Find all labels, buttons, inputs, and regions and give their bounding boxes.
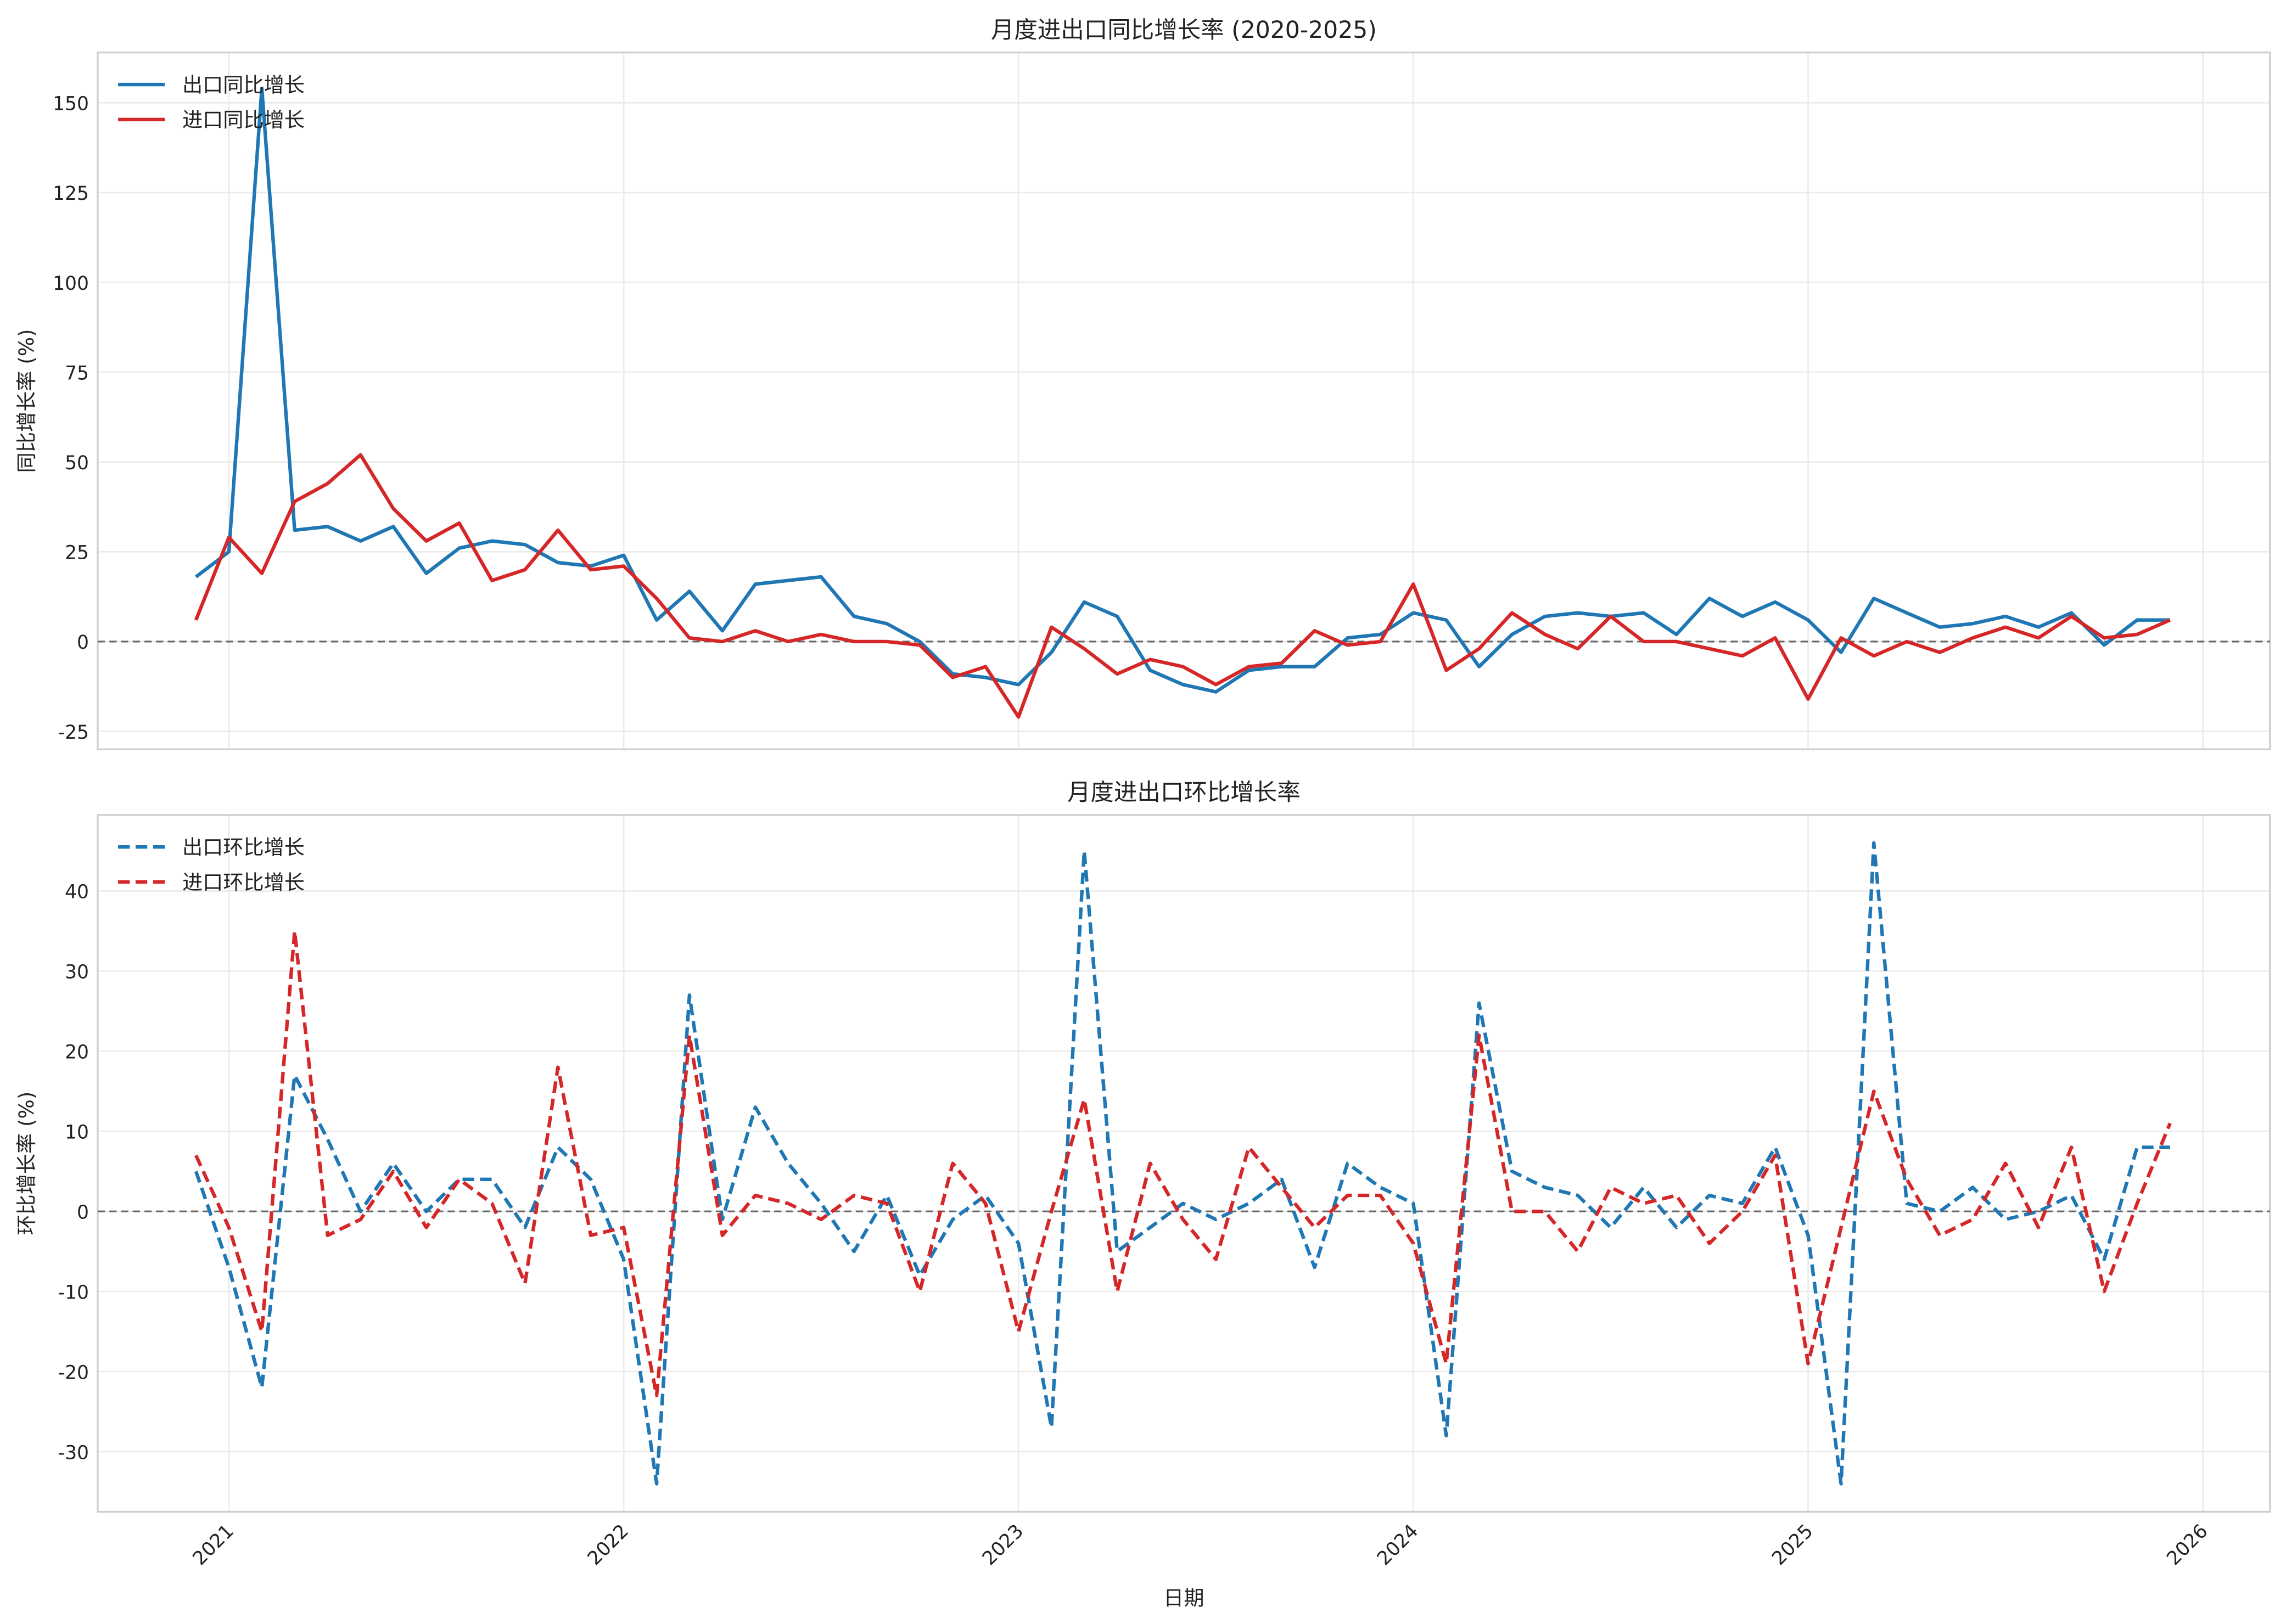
legend-label: 出口同比增长 — [182, 72, 305, 97]
x-tick-label: 2026 — [2162, 1520, 2212, 1570]
y-tick-label: -30 — [58, 1442, 89, 1464]
y-tick-label: -20 — [58, 1362, 89, 1384]
series-line-export — [194, 86, 2170, 694]
y-tick-label: 30 — [65, 962, 89, 984]
y-tick-label: 150 — [53, 93, 89, 115]
legend-label: 出口环比增长 — [182, 835, 305, 859]
y-tick-label: 25 — [65, 542, 89, 564]
x-tick-label: 2022 — [584, 1520, 633, 1570]
y-tick-label: 50 — [65, 452, 89, 474]
x-tick-label: 2025 — [1768, 1520, 1817, 1570]
y-tick-label: 20 — [65, 1042, 89, 1064]
y-tick-label: 0 — [77, 1201, 89, 1223]
y-tick-label: 75 — [65, 362, 89, 384]
y-axis-label: 同比增长率 (%) — [14, 329, 38, 473]
series-line-import — [194, 453, 2171, 719]
plot-frame — [97, 814, 2271, 1513]
chart-title: 月度进出口同比增长率 (2020-2025) — [991, 17, 1377, 44]
legend-label: 进口同比增长 — [182, 108, 305, 132]
chart-title: 月度进出口环比增长率 — [1067, 779, 1301, 806]
x-tick-label: 2024 — [1373, 1520, 1422, 1570]
x-axis-label: 日期 — [1163, 1586, 1204, 1610]
x-tick-label: 2023 — [978, 1520, 1028, 1570]
plot-frame — [97, 52, 2271, 750]
y-tick-label: -10 — [58, 1282, 89, 1303]
y-axis-label: 环比增长率 (%) — [14, 1092, 38, 1235]
x-tick-label: 2021 — [189, 1520, 238, 1570]
y-tick-label: -25 — [58, 722, 89, 744]
y-tick-label: 100 — [53, 273, 89, 295]
y-tick-label: 125 — [53, 183, 89, 205]
series-line-export — [194, 841, 2170, 1486]
y-tick-label: 40 — [65, 881, 89, 903]
y-tick-label: 0 — [77, 632, 89, 654]
legend-label: 进口环比增长 — [182, 870, 305, 894]
y-tick-label: 10 — [65, 1122, 89, 1144]
series-line-import — [194, 929, 2172, 1397]
